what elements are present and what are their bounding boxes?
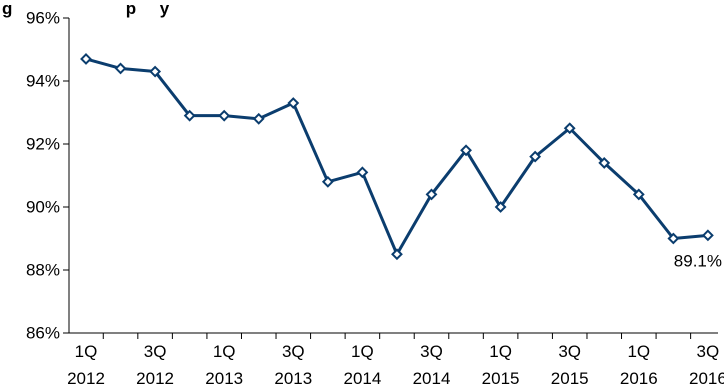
data-point-marker [114,62,127,75]
x-tick-label-quarter: 3Q [697,342,720,361]
y-axis: 86% 88% 90% 92% 94% 96% [26,9,70,343]
data-point-marker [598,156,611,169]
data-point-marker [563,122,576,135]
data-point-marker [149,65,162,78]
data-point-marker [391,248,403,261]
x-tick-label-quarter: 3Q [420,342,443,361]
x-tick-label-quarter: 1Q [213,342,236,361]
data-point-marker [218,109,231,122]
data-point-marker [425,188,438,201]
data-point-marker [356,166,369,179]
y-tick-label: 90% [26,198,60,217]
data-point-marker [287,97,300,109]
data-point-marker [80,53,92,65]
data-point-marker [529,150,542,163]
y-tick-label: 86% [26,324,60,343]
data-point-marker [667,232,680,245]
y-tick-label: 96% [26,9,60,28]
x-tick-label-year: 2013 [274,369,312,388]
data-labels-layer: 89.1% [674,251,722,270]
chart-title-fragment: g p y [2,0,170,18]
x-tick-label-quarter: 1Q [351,342,374,361]
x-axis: 1Q 2012 3Q 2012 1Q 2013 3Q 2013 1Q 2014 3Q 2014 1Q 20… [67,332,724,388]
x-tick-label-year: 2012 [136,369,174,388]
x-tick-label-quarter: 3Q [144,342,167,361]
series-layer [80,53,714,261]
x-tick-label-year: 2015 [551,369,589,388]
x-tick-label-year: 2015 [482,369,520,388]
data-point-marker [321,175,334,188]
y-tick-label: 88% [26,261,60,280]
x-tick-label-year: 2014 [343,369,381,388]
x-tick-label-year: 2014 [413,369,451,388]
data-point-marker [460,144,472,157]
x-tick-label-year: 2016 [620,369,658,388]
x-tick-label-quarter: 1Q [627,342,650,361]
data-label: 89.1% [674,251,722,270]
y-tick-label: 94% [26,72,60,91]
x-tick-label-quarter: 3Q [282,342,305,361]
data-point-marker [494,201,507,213]
x-tick-label-year: 2016 [689,369,724,388]
y-tick-label: 92% [26,135,60,154]
data-point-marker [252,112,265,125]
x-tick-label-quarter: 1Q [489,342,512,361]
data-point-marker [701,229,714,242]
x-tick-label-year: 2013 [205,369,243,388]
series-line [85,57,709,256]
data-point-marker [183,109,196,122]
data-point-marker [632,188,645,201]
x-tick-label-quarter: 1Q [75,342,98,361]
x-tick-label-quarter: 3Q [558,342,581,361]
x-tick-label-year: 2012 [67,369,105,388]
